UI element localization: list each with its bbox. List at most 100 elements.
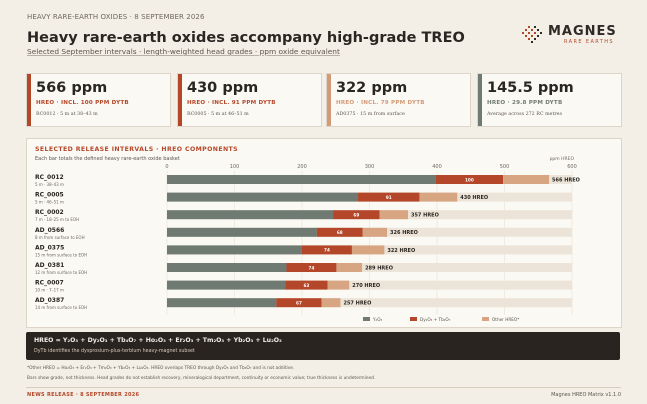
bar-segment — [358, 192, 420, 202]
page-title: Heavy rare-earth oxides accompany high-g… — [27, 30, 465, 46]
bar-segment — [167, 192, 359, 202]
interval-label: 12 m from surface to EOH — [35, 270, 87, 275]
kpi-accent-bar — [478, 74, 482, 126]
page-kicker: HEAVY RARE-EARTH OXIDES · 8 SEPTEMBER 20… — [27, 13, 205, 21]
bar-segment — [503, 175, 550, 184]
company-logo: MAGNES RARE EARTHS — [520, 22, 620, 46]
total-label: 257 HREO — [343, 301, 371, 307]
legend-label: Dy₂O₃ + Tb₄O₇ — [420, 317, 451, 322]
kpi-sub: Average across 272 RC metres — [487, 112, 562, 117]
dytb-note: DyTb identifies the dysprosium-plus-terb… — [34, 349, 195, 354]
kpi-label: HREO · INCL. 91 PPM DYTB — [187, 100, 276, 106]
kpi-sub: RC0012 · 5 m at 38–43 m — [36, 112, 98, 117]
interval-label: 10 m · 7–17 m — [35, 288, 64, 293]
chart-note: Each bar totals the defined heavy rare-e… — [35, 156, 180, 162]
bar-segment — [276, 298, 322, 308]
kpi-card-rc0005: 430 ppm HREO · INCL. 91 PPM DYTB RC0005 … — [177, 73, 322, 127]
x-tick-label: 100 — [230, 164, 240, 170]
kpi-accent-bar — [327, 74, 331, 126]
kpi-label: HREO · 29.8 PPM DYTB — [487, 100, 563, 106]
legend-label: Y₂O₃ — [372, 317, 383, 322]
dytb-value-label: 91 — [386, 195, 392, 200]
bar-segment — [167, 227, 317, 237]
dytb-value-label: 67 — [296, 301, 302, 306]
total-label: 430 HREO — [460, 195, 488, 201]
x-tick-label: 300 — [365, 164, 375, 170]
bar-segment — [302, 245, 352, 255]
kpi-value: 322 ppm — [336, 80, 408, 96]
bar-segment — [333, 210, 380, 220]
legend-swatch — [482, 317, 489, 321]
dytb-value-label: 68 — [337, 230, 343, 235]
hreo-equation: HREO = Y₂O₃ + Dy₂O₃ + Tb₄O₇ + Ho₂O₃ + Er… — [34, 337, 282, 344]
x-tick-label: 400 — [432, 164, 442, 170]
total-label: 322 HREO — [387, 248, 415, 254]
bar-segment — [167, 210, 334, 220]
dytb-value-label: 100 — [465, 177, 474, 182]
bar-segment — [167, 175, 436, 184]
kpi-label: HREO · INCL. 100 PPM DYTB — [36, 100, 129, 106]
bar-segment — [351, 245, 385, 255]
category-label: AD_0387 — [35, 297, 64, 304]
kpi-value: 566 ppm — [36, 80, 108, 96]
category-label: RC_0012 — [35, 174, 64, 181]
kpi-value: 430 ppm — [187, 80, 259, 96]
bar-segment — [316, 227, 363, 237]
kpi-card-average: 145.5 ppm HREO · 29.8 PPM DYTB Average a… — [477, 73, 622, 127]
kpi-card-ad0375: 322 ppm HREO · INCL. 79 PPM DYTB AD0375 … — [326, 73, 471, 127]
interval-label: 5 m · 46–51 m — [35, 200, 64, 205]
dytb-value-label: 69 — [353, 213, 359, 218]
bar-segment — [362, 227, 388, 237]
total-label: 357 HREO — [411, 213, 439, 219]
x-tick-label: 0 — [165, 164, 168, 170]
bar-segment — [379, 210, 408, 220]
bar-segment — [435, 175, 504, 184]
page-subtitle: Selected September intervals · length-we… — [27, 47, 340, 56]
bar-segment — [167, 280, 286, 290]
bar-segment — [321, 298, 341, 308]
x-tick-label: 200 — [297, 164, 307, 170]
kpi-row: 566 ppm HREO · INCL. 100 PPM DYTB RC0012… — [26, 73, 622, 127]
category-label: AD_0566 — [35, 227, 64, 234]
bar-segment — [167, 245, 302, 255]
x-axis-unit-label: ppm HREO — [550, 156, 575, 162]
total-label: 566 HREO — [552, 177, 580, 183]
bar-track — [167, 298, 572, 308]
kpi-label: HREO · INCL. 79 PPM DYTB — [336, 100, 425, 106]
footnote-other-hreo: *Other HREO = Ho₂O₃ + Er₂O₃ + Tm₂O₃ + Yb… — [27, 366, 295, 371]
total-label: 270 HREO — [352, 283, 380, 289]
bar-segment — [327, 280, 350, 290]
x-tick-label: 600 — [567, 164, 577, 170]
bar-segment — [336, 263, 363, 272]
dytb-value-label: 63 — [303, 283, 309, 288]
logo-name: MAGNES — [548, 24, 617, 39]
category-label: RC_0002 — [35, 209, 64, 216]
interval-label: 5 m · 38–43 m — [35, 182, 64, 187]
bar-segment — [167, 263, 287, 272]
logo-tagline: RARE EARTHS — [564, 39, 614, 45]
kpi-accent-bar — [178, 74, 182, 126]
bar-segment — [167, 298, 277, 308]
legend-label: Other HREO* — [492, 317, 519, 322]
logo-mark-icon — [522, 26, 542, 43]
category-label: RC_0007 — [35, 280, 64, 287]
bar-track — [167, 280, 572, 290]
legend-swatch — [363, 317, 370, 321]
total-label: 326 HREO — [390, 230, 418, 236]
kpi-card-rc0012: 566 ppm HREO · INCL. 100 PPM DYTB RC0012… — [26, 73, 171, 127]
matrix-version: Magnes HREO Matrix v1.1.0 — [551, 392, 621, 398]
bar-segment — [285, 280, 328, 290]
footer-divider — [26, 387, 621, 388]
x-tick-label: 500 — [500, 164, 510, 170]
chart-heading: SELECTED RELEASE INTERVALS · HREO COMPON… — [35, 146, 239, 153]
bar-segment — [419, 192, 458, 202]
interval-label: 14 m from surface to EOH — [35, 305, 87, 310]
interval-label: 8 m from surface to EOH — [35, 235, 85, 240]
bar-segment — [286, 263, 337, 272]
dytb-value-label: 74 — [324, 248, 330, 253]
bar-track — [167, 263, 572, 272]
kpi-accent-bar — [27, 74, 31, 126]
footnote-disclaimer: Bars show grade, not thickness. Head gra… — [27, 376, 376, 381]
category-label: AD_0381 — [35, 262, 64, 269]
